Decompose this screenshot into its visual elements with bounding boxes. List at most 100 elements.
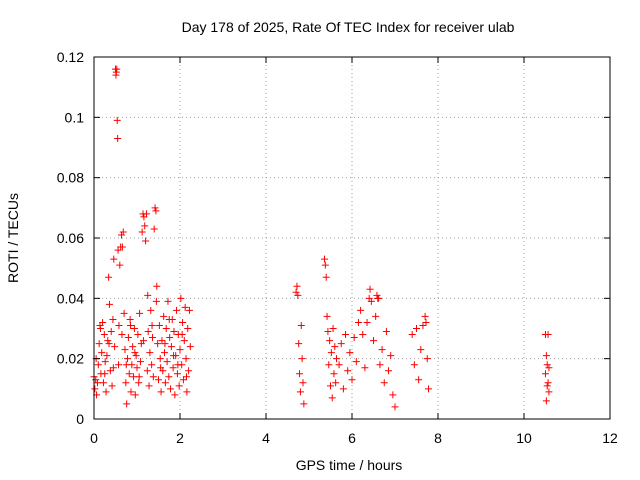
- data-point: [352, 358, 360, 366]
- data-point: [105, 340, 113, 348]
- data-point: [153, 282, 161, 290]
- data-point: [147, 306, 155, 314]
- data-point: [121, 346, 129, 354]
- data-point: [160, 312, 168, 320]
- data-point: [161, 349, 169, 357]
- data-point: [126, 315, 134, 323]
- data-points: [90, 65, 553, 411]
- x-tick-label: 8: [434, 430, 442, 446]
- data-point: [131, 391, 139, 399]
- data-point: [170, 352, 178, 360]
- data-point: [421, 312, 429, 320]
- data-point: [382, 328, 390, 336]
- data-point: [148, 321, 156, 329]
- data-point: [135, 373, 143, 381]
- data-point: [94, 361, 102, 369]
- data-point: [171, 391, 179, 399]
- data-point: [105, 300, 113, 308]
- y-tick-label: 0.12: [57, 49, 84, 65]
- data-point: [118, 231, 126, 239]
- data-point: [425, 385, 433, 393]
- data-point: [325, 361, 333, 369]
- data-point: [108, 382, 116, 390]
- data-point: [372, 312, 380, 320]
- data-point: [328, 394, 336, 402]
- data-point: [106, 367, 114, 375]
- data-point: [298, 355, 306, 363]
- data-point: [367, 297, 375, 305]
- data-point: [145, 382, 153, 390]
- data-point: [131, 349, 139, 357]
- data-point: [122, 361, 130, 369]
- data-point: [167, 385, 175, 393]
- data-point: [169, 364, 177, 372]
- data-point: [174, 361, 182, 369]
- data-point: [161, 379, 169, 387]
- data-point: [410, 361, 418, 369]
- data-point: [93, 379, 101, 387]
- data-point: [175, 382, 183, 390]
- data-point: [335, 361, 343, 369]
- data-point: [104, 337, 112, 345]
- gridlines: [94, 57, 610, 419]
- data-point: [173, 306, 181, 314]
- data-point: [543, 361, 551, 369]
- data-point: [113, 65, 121, 73]
- data-point: [165, 373, 173, 381]
- data-point: [113, 116, 121, 124]
- data-point: [542, 397, 550, 405]
- data-point: [136, 309, 144, 317]
- data-point: [164, 297, 172, 305]
- data-point: [185, 306, 193, 314]
- plot-frame: [93, 56, 611, 420]
- x-tick-label: 0: [90, 430, 98, 446]
- data-point: [138, 228, 146, 236]
- data-point: [181, 303, 189, 311]
- data-point: [357, 306, 365, 314]
- data-point: [179, 376, 187, 384]
- x-tick-label: 6: [348, 430, 356, 446]
- data-point: [116, 261, 124, 269]
- data-point: [332, 379, 340, 387]
- data-point: [375, 294, 383, 302]
- data-point: [124, 334, 132, 342]
- data-point: [182, 355, 190, 363]
- data-point: [326, 337, 334, 345]
- data-point: [342, 331, 350, 339]
- data-point: [322, 273, 330, 281]
- data-point: [376, 361, 384, 369]
- data-point: [389, 391, 397, 399]
- data-point: [115, 321, 123, 329]
- data-point: [378, 346, 386, 354]
- data-point: [417, 346, 425, 354]
- data-point: [110, 255, 118, 263]
- axis-ticks: 0 2 4 6 8 10 12 0 0.02 0.04 0.06 0.08 0.1 0.12: [57, 49, 618, 446]
- data-point: [162, 325, 170, 332]
- data-point: [133, 364, 141, 372]
- data-point: [135, 379, 143, 387]
- data-point: [179, 318, 187, 326]
- data-point: [323, 312, 331, 320]
- data-point: [103, 352, 111, 360]
- data-point: [185, 367, 193, 375]
- data-point: [144, 291, 152, 299]
- data-point: [320, 255, 328, 263]
- data-point: [150, 225, 158, 233]
- data-point: [129, 343, 137, 351]
- data-point: [124, 355, 132, 363]
- data-point: [300, 400, 308, 408]
- data-point: [125, 370, 133, 378]
- data-point: [141, 222, 149, 230]
- data-point: [144, 328, 152, 336]
- y-tick-label: 0.06: [57, 230, 84, 246]
- data-point: [152, 297, 160, 305]
- y-tick-label: 0.02: [57, 351, 84, 367]
- data-point: [127, 388, 135, 396]
- data-point: [321, 261, 329, 269]
- x-tick-label: 10: [516, 430, 532, 446]
- data-point: [186, 343, 194, 351]
- data-point: [127, 321, 135, 329]
- data-point: [167, 343, 175, 351]
- data-point: [109, 364, 117, 372]
